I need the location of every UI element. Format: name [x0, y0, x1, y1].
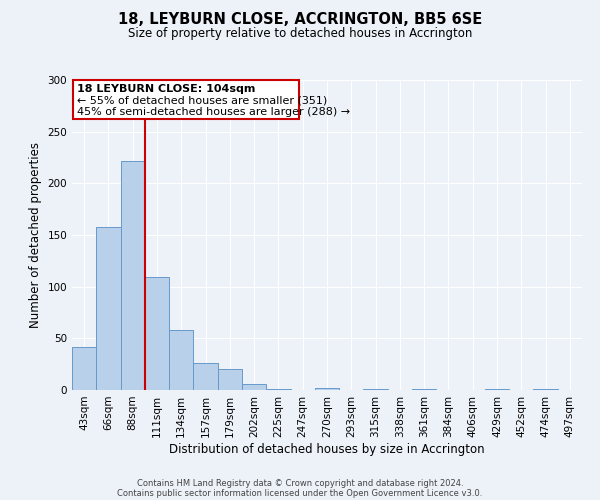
Bar — [533, 389, 558, 390]
Text: 18, LEYBURN CLOSE, ACCRINGTON, BB5 6SE: 18, LEYBURN CLOSE, ACCRINGTON, BB5 6SE — [118, 12, 482, 28]
FancyBboxPatch shape — [73, 80, 299, 120]
Bar — [218, 370, 242, 390]
Text: ← 55% of detached houses are smaller (351): ← 55% of detached houses are smaller (35… — [77, 96, 327, 106]
Bar — [145, 278, 169, 390]
Bar — [242, 384, 266, 390]
Text: Contains public sector information licensed under the Open Government Licence v3: Contains public sector information licen… — [118, 488, 482, 498]
Text: Size of property relative to detached houses in Accrington: Size of property relative to detached ho… — [128, 28, 472, 40]
Bar — [121, 160, 145, 390]
Bar — [266, 389, 290, 390]
Bar — [315, 388, 339, 390]
Text: 45% of semi-detached houses are larger (288) →: 45% of semi-detached houses are larger (… — [77, 107, 350, 117]
Bar — [193, 363, 218, 390]
Bar — [485, 389, 509, 390]
Y-axis label: Number of detached properties: Number of detached properties — [29, 142, 42, 328]
Text: Contains HM Land Registry data © Crown copyright and database right 2024.: Contains HM Land Registry data © Crown c… — [137, 478, 463, 488]
Text: 18 LEYBURN CLOSE: 104sqm: 18 LEYBURN CLOSE: 104sqm — [77, 84, 255, 94]
Bar — [412, 389, 436, 390]
Bar — [169, 330, 193, 390]
Bar — [364, 389, 388, 390]
Bar — [72, 346, 96, 390]
X-axis label: Distribution of detached houses by size in Accrington: Distribution of detached houses by size … — [169, 442, 485, 456]
Bar — [96, 226, 121, 390]
